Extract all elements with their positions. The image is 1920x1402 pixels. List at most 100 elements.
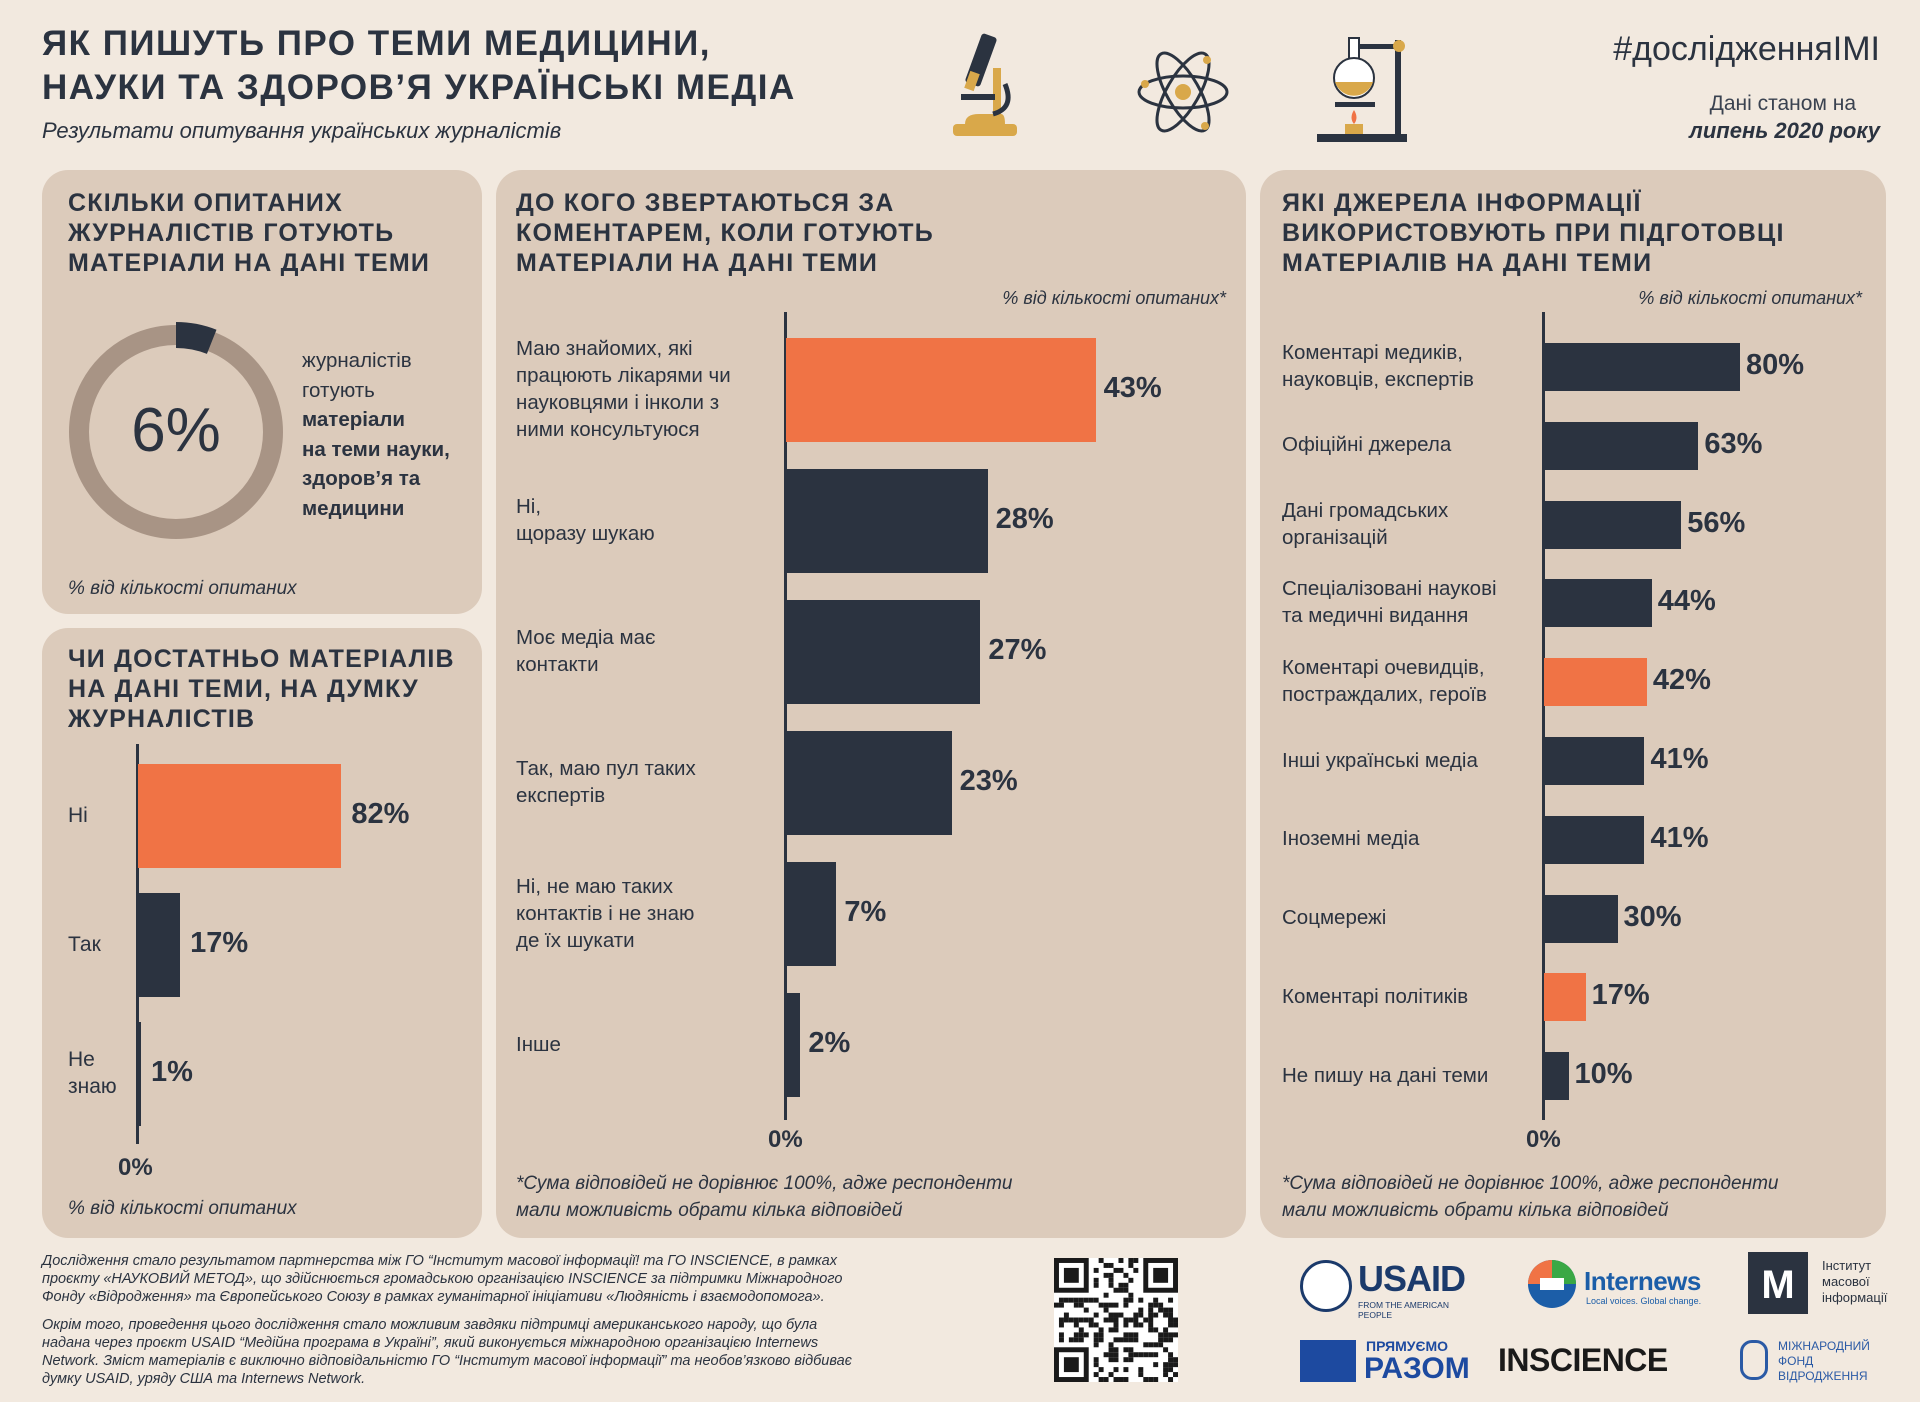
bar-value-label: 28% [995, 503, 1054, 535]
bar [786, 600, 981, 704]
usaid-logo[interactable]: USAID FROM THE AMERICAN PEOPLE [1300, 1258, 1476, 1320]
bar-value-label: 42% [1652, 664, 1711, 697]
category-label-line: Офіційні джерела [1282, 433, 1452, 457]
description-line: здоров’я та [302, 467, 421, 490]
bar-value-label: 43% [1103, 372, 1162, 404]
category-label-line: працюють лікарями чи [516, 364, 731, 387]
category-label-line: Ні, [516, 495, 542, 518]
bar [1544, 815, 1645, 864]
category-label-line: Спеціалізовані наукові [1282, 577, 1497, 601]
panel-information-sources: ЯКІ ДЖЕРЕЛА ІНФОРМАЦІЇ ВИКОРИСТОВУЮТЬ ПР… [1260, 170, 1886, 1238]
category-label-line: Дані громадських [1282, 498, 1449, 522]
microscope-icon [953, 33, 1017, 136]
pryamuemo-top: ПРЯМУЄМО [1366, 1338, 1448, 1354]
category-label-line: Ні [68, 803, 88, 827]
irf-wordmark-line: МІЖНАРОДНИЙ [1778, 1339, 1870, 1353]
bar-value-label: 7% [844, 896, 887, 928]
category-label: Коментарі очевидців, постраждалих, героїв [1282, 654, 1487, 708]
eu-flag-icon [1300, 1340, 1356, 1382]
title-line: НАУКИ ТА ЗДОРОВ’Я УКРАЇНСЬКІ МЕДІА [42, 68, 796, 107]
category-label: Коментарі політиків [1282, 983, 1468, 1010]
irf-logo[interactable]: МІЖНАРОДНИЙ ФОНД ВІДРОДЖЕННЯ [1740, 1336, 1886, 1386]
axis-zero-label: 0% [1526, 1126, 1561, 1153]
category-label-line: Так [68, 932, 101, 956]
panel-title-line: МАТЕРІАЛІВ НА ДАНІ ТЕМИ [1282, 249, 1653, 277]
category-label-line: знаю [68, 1075, 117, 1098]
bar-value-label: 2% [808, 1027, 851, 1059]
footer-line: думку USAID, уряду США та Internews Netw… [42, 1371, 366, 1387]
qr-code[interactable] [1054, 1258, 1178, 1382]
panel-title-line: КОМЕНТАРЕМ, КОЛИ ГОТУЮТЬ [516, 219, 934, 247]
usaid-wordmark: USAID [1358, 1258, 1466, 1299]
imi-logo[interactable]: M Інститут масової інформації [1748, 1252, 1888, 1314]
date-caption: Дані станом на [1709, 92, 1856, 115]
category-label-line: контакти [516, 653, 599, 676]
bar-value-label: 41% [1650, 821, 1709, 854]
flask-icon [1317, 37, 1407, 142]
category-label-line: Іноземні медіа [1282, 827, 1420, 851]
axis-zero-label: 0% [768, 1126, 803, 1153]
category-label: Маю знайомих, які працюють лікарями чи нау… [516, 335, 731, 443]
category-label: Ні [68, 802, 88, 829]
bar-value-label: 63% [1704, 427, 1763, 460]
bar [1544, 894, 1618, 943]
internews-icon [1528, 1260, 1576, 1308]
category-label-line: науковців, експертів [1282, 368, 1474, 391]
panel-title: СКІЛЬКИ ОПИТАНИХ ЖУРНАЛІСТІВ ГОТУЮТЬ МАТ… [68, 188, 430, 278]
panel-title: ДО КОГО ЗВЕРТАЮТЬСЯ ЗА КОМЕНТАРЕМ, КОЛИ … [516, 188, 934, 278]
category-label-line: та медичні видання [1282, 604, 1469, 628]
category-label-line: ними консультуюся [516, 418, 700, 441]
bar [1544, 1052, 1569, 1101]
bar [1544, 973, 1586, 1022]
usaid-tagline: FROM THE AMERICAN PEOPLE [1358, 1300, 1449, 1320]
internews-logo[interactable]: Internews Local voices. Global change. [1526, 1256, 1702, 1314]
footer-partnership-text: Дослідження стало результатом партнерств… [42, 1252, 942, 1306]
value-axis [1542, 312, 1545, 1120]
bar [1544, 737, 1645, 785]
footnote: *Сума відповідей не дорівнює 100%, адже … [516, 1170, 1012, 1224]
inscience-logo[interactable]: INSCIENCE [1498, 1340, 1718, 1384]
category-label-line: де їх шукати [516, 928, 635, 952]
footer-line: надана через проєкт USAID “Медійна прогр… [42, 1335, 819, 1351]
axis-zero-label: 0% [118, 1154, 153, 1181]
footer-line: проєкту «НАУКОВИЙ МЕТОД», що здійснюєтьс… [42, 1271, 843, 1287]
footnote-line: мали можливість обрати кілька відповідей [516, 1200, 903, 1221]
bar [786, 862, 837, 966]
panel-title-line: ДО КОГО ЗВЕРТАЮТЬСЯ ЗА [516, 189, 895, 217]
bar [1544, 579, 1652, 628]
date-value: липень 2020 року [1689, 118, 1880, 143]
panel-title-line: ЧИ ДОСТАТНЬО МАТЕРІАЛІВ [68, 645, 455, 673]
category-label-line: Соцмережі [1282, 906, 1387, 930]
donut-chart: 6% [69, 322, 283, 539]
atom-icon [1137, 51, 1229, 133]
category-label-line: Маю знайомих, які [516, 337, 693, 360]
unit-note: % від кількості опитаних [68, 1198, 297, 1219]
category-label: Іноземні медіа [1282, 825, 1419, 852]
footnote-line: *Сума відповідей не дорівнює 100%, адже … [1282, 1173, 1779, 1194]
bar [1544, 658, 1647, 707]
category-label-line: Коментарі медиків, [1282, 341, 1463, 364]
description-line: на теми науки, [302, 437, 450, 461]
pryamuemo-razom-logo[interactable]: ПРЯМУЄМО РАЗОМ [1300, 1338, 1470, 1385]
category-label-line: Інше [516, 1032, 561, 1056]
category-label-line: Не пишу на дані теми [1282, 1063, 1489, 1087]
bar [1544, 343, 1740, 391]
category-label: Коментарі медиків, науковців, експертів [1282, 339, 1474, 393]
footer-line: Дослідження стало результатом партнерств… [42, 1253, 837, 1269]
category-label-line: Коментарі очевидців, [1282, 656, 1485, 680]
usaid-seal-icon [1300, 1260, 1352, 1312]
category-label-line: контактів і не знаю [516, 901, 695, 925]
description-line: журналістів [302, 349, 412, 372]
bar-value-label: 41% [1650, 743, 1709, 775]
panel-comment-sources: ДО КОГО ЗВЕРТАЮТЬСЯ ЗА КОМЕНТАРЕМ, КОЛИ … [496, 170, 1246, 1238]
bar-value-label: 80% [1746, 349, 1805, 381]
bar [786, 469, 988, 573]
bar-value-label: 27% [988, 634, 1047, 666]
imi-wordmark-line: Інститут [1822, 1258, 1872, 1273]
imi-icon: M [1748, 1252, 1808, 1314]
description-line: матеріали [302, 408, 405, 431]
panel-title-line: НА ДАНІ ТЕМИ, НА ДУМКУ [68, 675, 419, 703]
donut-slice [175, 322, 217, 355]
category-label: Так, маю пул таких експертів [516, 755, 696, 809]
irf-wordmark: МІЖНАРОДНИЙ ФОНД ВІДРОДЖЕННЯ [1778, 1339, 1870, 1384]
